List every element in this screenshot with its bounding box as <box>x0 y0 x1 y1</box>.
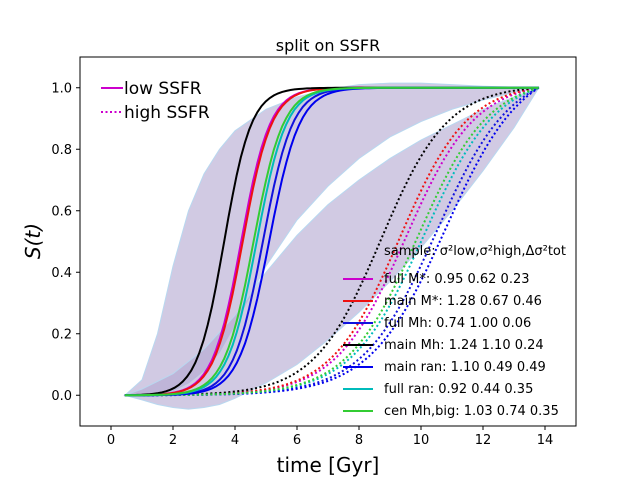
legend-entry: main Mh: 1.24 1.10 0.24 <box>384 338 544 353</box>
legend-entry: main M*: 1.28 0.67 0.46 <box>384 294 542 309</box>
y-tick-label: 0.2 <box>51 327 72 342</box>
x-axis-ticks: 0 2 4 6 8 10 12 14 <box>107 426 553 448</box>
plot-frame <box>79 56 577 427</box>
y-tick-label: 0.8 <box>51 143 72 158</box>
style-legend-label: high SSFR <box>124 103 210 123</box>
x-tick-label: 12 <box>475 433 492 448</box>
y-axis-label: S(t) <box>21 223 45 259</box>
legend-entry: cen Mh,big: 1.03 0.74 0.35 <box>384 404 559 419</box>
chart-title: split on SSFR <box>276 36 380 55</box>
x-tick-label: 0 <box>107 433 115 448</box>
x-tick-label: 10 <box>413 433 430 448</box>
y-tick-label: 0.6 <box>51 204 72 219</box>
y-tick-label: 0.4 <box>51 266 72 281</box>
x-tick-label: 2 <box>169 433 177 448</box>
y-tick-label: 0.0 <box>51 389 72 404</box>
line-style-legend: low SSFR high SSFR <box>101 79 210 123</box>
legend-entry: full ran: 0.92 0.44 0.35 <box>384 382 533 397</box>
series-legend: sample: σ²low,σ²high,Δσ²tot full M*: 0.9… <box>343 244 566 419</box>
band-1 <box>123 86 540 410</box>
curve-low-6 <box>124 86 539 397</box>
legend-entry: full M*: 0.95 0.62 0.23 <box>384 272 530 287</box>
style-legend-label: low SSFR <box>124 79 202 99</box>
legend-entry: full Mh: 0.74 1.00 0.06 <box>384 316 531 331</box>
legend-header: sample: σ²low,σ²high,Δσ²tot <box>384 244 566 259</box>
y-axis-ticks: 0.0 0.2 0.4 0.6 0.8 1.0 <box>51 81 80 404</box>
curve-high-6 <box>124 86 540 397</box>
x-tick-label: 14 <box>537 433 554 448</box>
x-tick-label: 6 <box>293 433 301 448</box>
legend-entry: main ran: 1.10 0.49 0.49 <box>384 360 546 375</box>
high-ssfr-curves <box>124 86 540 397</box>
x-tick-label: 8 <box>355 433 363 448</box>
low-ssfr-curves <box>124 86 539 397</box>
y-tick-label: 1.0 <box>51 81 72 96</box>
x-axis-label: time [Gyr] <box>277 453 380 477</box>
x-tick-label: 4 <box>231 433 239 448</box>
